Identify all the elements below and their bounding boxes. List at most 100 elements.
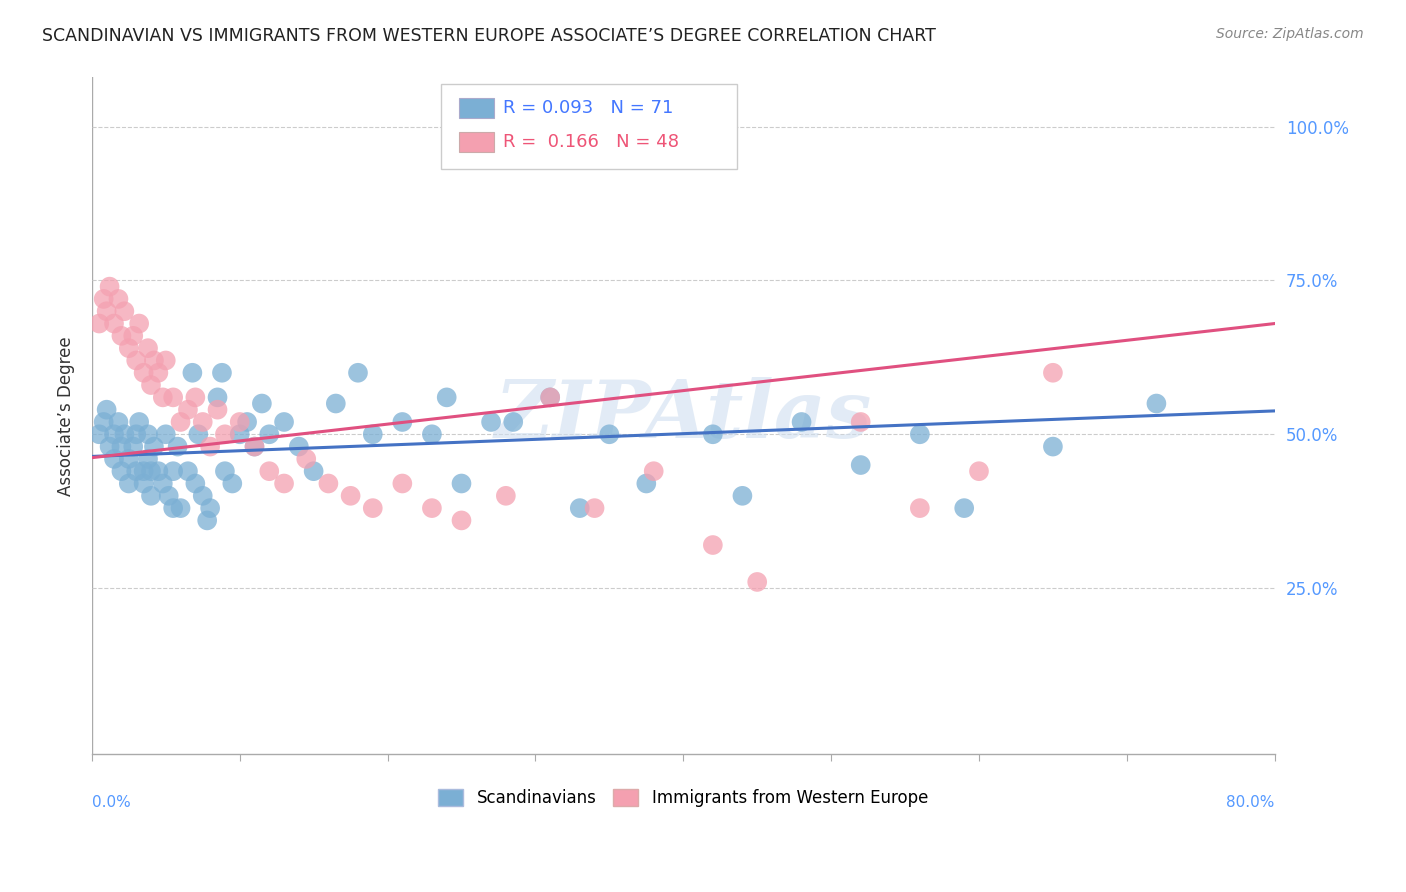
Point	[198, 440, 221, 454]
Point	[391, 415, 413, 429]
Point	[747, 574, 769, 589]
Point	[162, 464, 184, 478]
Point	[162, 390, 184, 404]
Point	[538, 390, 561, 404]
Point	[169, 501, 191, 516]
Point	[148, 464, 170, 478]
Point	[302, 464, 325, 478]
Point	[228, 427, 250, 442]
Point	[98, 440, 121, 454]
Point	[967, 464, 990, 478]
Point	[288, 440, 311, 454]
Legend: Scandinavians, Immigrants from Western Europe: Scandinavians, Immigrants from Western E…	[432, 782, 935, 814]
Point	[181, 366, 204, 380]
Point	[122, 329, 145, 343]
Point	[125, 427, 148, 442]
Point	[273, 415, 295, 429]
Point	[273, 476, 295, 491]
Point	[112, 304, 135, 318]
Point	[636, 476, 658, 491]
Point	[125, 464, 148, 478]
FancyBboxPatch shape	[458, 132, 494, 152]
Point	[139, 464, 162, 478]
Point	[157, 489, 180, 503]
Point	[110, 329, 132, 343]
Point	[96, 304, 118, 318]
Point	[155, 353, 177, 368]
Point	[450, 513, 472, 527]
Point	[96, 402, 118, 417]
Text: Source: ZipAtlas.com: Source: ZipAtlas.com	[1216, 27, 1364, 41]
Point	[139, 378, 162, 392]
Point	[139, 489, 162, 503]
Point	[702, 427, 724, 442]
Point	[142, 353, 165, 368]
Point	[849, 415, 872, 429]
Point	[136, 341, 159, 355]
Point	[339, 489, 361, 503]
Point	[142, 440, 165, 454]
Point	[243, 440, 266, 454]
Point	[214, 427, 236, 442]
Point	[128, 415, 150, 429]
Point	[450, 476, 472, 491]
Point	[155, 427, 177, 442]
Point	[107, 292, 129, 306]
Point	[166, 440, 188, 454]
Point	[128, 317, 150, 331]
Point	[89, 427, 111, 442]
Point	[195, 513, 218, 527]
Point	[502, 415, 524, 429]
Point	[221, 476, 243, 491]
Point	[495, 489, 517, 503]
Point	[361, 427, 384, 442]
Text: R =  0.166   N = 48: R = 0.166 N = 48	[503, 133, 679, 151]
Point	[93, 292, 115, 306]
Point	[790, 415, 813, 429]
Point	[643, 464, 665, 478]
Point	[136, 451, 159, 466]
Point	[152, 390, 174, 404]
Text: 0.0%: 0.0%	[91, 795, 131, 810]
Point	[568, 501, 591, 516]
Point	[132, 464, 155, 478]
Point	[250, 396, 273, 410]
Point	[228, 415, 250, 429]
Point	[125, 353, 148, 368]
Point	[849, 458, 872, 472]
Point	[136, 427, 159, 442]
Point	[702, 538, 724, 552]
Point	[118, 476, 141, 491]
Point	[107, 415, 129, 429]
Point	[187, 427, 209, 442]
Point	[89, 317, 111, 331]
Point	[103, 451, 125, 466]
Point	[93, 415, 115, 429]
Point	[162, 501, 184, 516]
Point	[207, 402, 229, 417]
Point	[908, 427, 931, 442]
Text: SCANDINAVIAN VS IMMIGRANTS FROM WESTERN EUROPE ASSOCIATE’S DEGREE CORRELATION CH: SCANDINAVIAN VS IMMIGRANTS FROM WESTERN …	[42, 27, 936, 45]
Point	[98, 279, 121, 293]
Point	[295, 451, 318, 466]
Point	[132, 366, 155, 380]
Point	[391, 476, 413, 491]
Point	[583, 501, 606, 516]
Point	[103, 317, 125, 331]
Point	[118, 341, 141, 355]
Point	[152, 476, 174, 491]
Point	[118, 451, 141, 466]
Point	[436, 390, 458, 404]
Point	[420, 501, 443, 516]
Point	[1042, 440, 1064, 454]
Point	[347, 366, 370, 380]
Point	[908, 501, 931, 516]
Point	[479, 415, 502, 429]
Point	[1144, 396, 1167, 410]
Point	[191, 415, 214, 429]
Point	[598, 427, 620, 442]
Point	[420, 427, 443, 442]
Point	[538, 390, 561, 404]
Point	[259, 464, 281, 478]
Point	[207, 390, 229, 404]
